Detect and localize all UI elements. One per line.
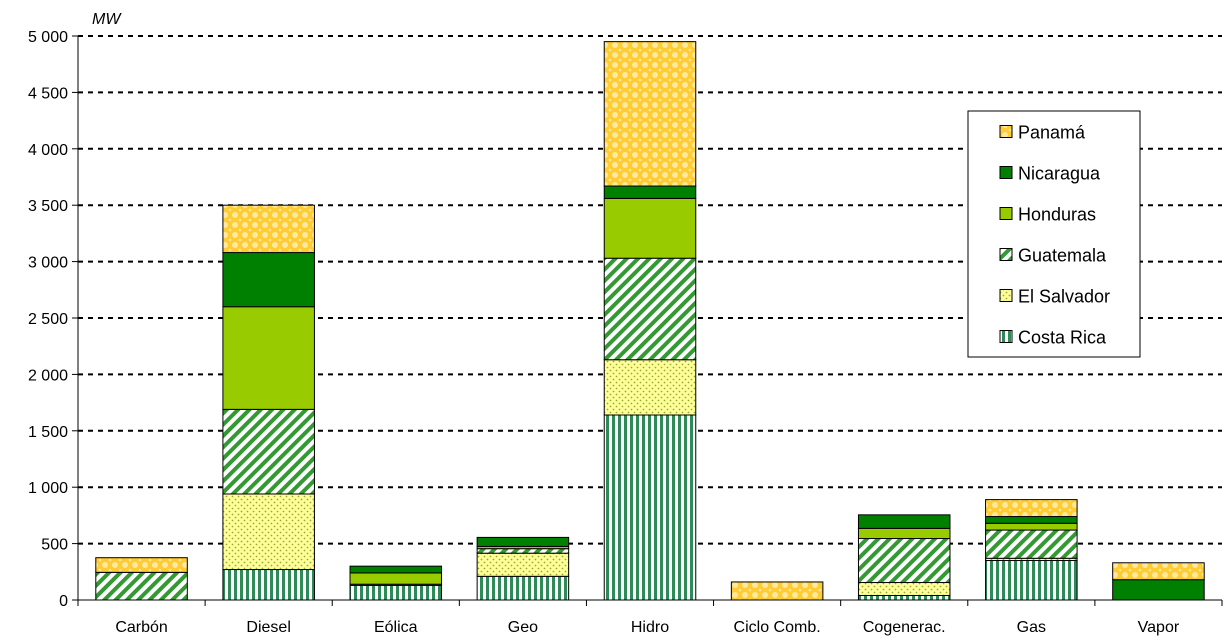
bar-segment [603,257,697,361]
legend-entry: Nicaragua [1018,164,1101,184]
bar-segment [476,548,570,554]
y-tick-label: 0 [59,593,68,610]
legend-swatch [999,330,1013,343]
bar-segment [857,538,951,584]
bar-segment [603,414,697,601]
x-tick-label: Ciclo Comb. [734,619,821,636]
bar-segment [349,572,443,585]
bar-segment [476,552,570,577]
y-tick-label: 3 500 [28,198,68,215]
bar-segment [985,522,1078,531]
legend-box [967,110,1141,358]
x-tick-label: Vapor [1138,619,1180,636]
bar-segment [222,493,315,571]
x-tick-label: Cogenerac. [863,619,946,636]
bar-segment [222,204,315,254]
bar-segment [1112,562,1205,581]
legend-entry: El Salvador [1018,287,1110,307]
y-tick-label: 1 000 [28,480,68,497]
bars [95,41,1205,601]
bar-segment [222,252,315,308]
bar-segment [222,569,315,601]
bar-segment [603,185,697,199]
x-tick-label: Hidro [631,619,669,636]
bar-segment [349,584,443,601]
y-tick-label: 1 500 [28,424,68,441]
y-axis-unit-label: MW [92,11,122,28]
legend-swatch [999,125,1013,138]
bar-segment [730,581,824,601]
bar-segment [603,197,697,259]
x-axis-tick-labels: Carbón Diesel Eólica Geo Hidro Ciclo Comb. Cog… [115,619,1180,636]
legend-entry: Guatemala [1018,246,1107,266]
bar-segment [95,557,188,573]
bar-segment [95,571,188,601]
y-axis-tick-labels: 0 500 1 000 1 500 2 000 2 500 3 000 3 500 4 000 4… [28,29,68,610]
legend-swatch [999,207,1013,220]
bar-segment [222,306,315,410]
x-tick-label: Diesel [246,619,290,636]
x-tick-label: Gas [1017,619,1046,636]
y-tick-label: 2 500 [28,311,68,328]
x-tick-label: Eólica [374,619,418,636]
bar-segment [1112,579,1205,601]
legend-entry: Honduras [1018,205,1096,225]
legend-swatch [999,248,1013,261]
legend: Panamá Nicaragua Honduras Guatemala El Salva… [967,110,1141,358]
legend-swatch [999,166,1013,179]
bar-segment [222,408,315,495]
bar-segment [857,514,951,529]
y-tick-label: 2 000 [28,367,68,384]
x-tick-label: Carbón [115,619,167,636]
legend-entry: Panamá [1018,123,1086,143]
axes [72,35,1223,606]
bar-segment [857,594,951,601]
bar-segment [985,499,1078,518]
bar-segment [985,529,1078,559]
legend-swatch [999,289,1013,302]
bar-segment [476,575,570,601]
bar-segment [985,560,1078,601]
bar-segment [857,527,951,540]
bar-segment [603,359,697,416]
bar-segment [603,41,697,187]
y-tick-label: 5 000 [28,29,68,46]
bar-segment [985,516,1078,524]
bar-segment [476,536,570,547]
x-tick-label: Geo [508,619,538,636]
bar-segment [349,565,443,574]
y-tick-label: 4 500 [28,85,68,102]
y-tick-label: 3 000 [28,255,68,272]
y-tick-label: 4 000 [28,142,68,159]
bar-segment [857,582,951,596]
legend-entry: Costa Rica [1018,328,1107,348]
y-tick-label: 500 [41,537,68,554]
